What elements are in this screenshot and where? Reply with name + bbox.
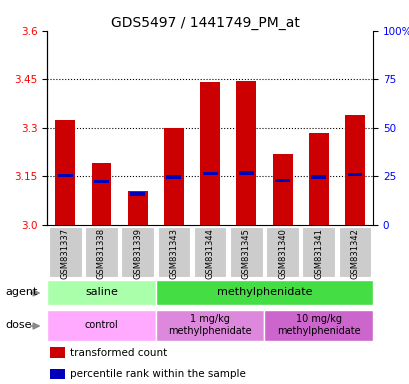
Bar [47, 310, 155, 341]
Bar [130, 192, 145, 196]
Text: GSM831344: GSM831344 [205, 228, 214, 279]
Bar [308, 132, 328, 225]
Text: GSM831337: GSM831337 [61, 228, 70, 279]
Text: GSM831345: GSM831345 [241, 228, 250, 279]
Bar [302, 227, 334, 277]
Bar [274, 179, 289, 182]
Text: transformed count: transformed count [70, 348, 167, 358]
Bar [85, 227, 117, 277]
Text: 10 mg/kg
methylphenidate: 10 mg/kg methylphenidate [276, 314, 360, 336]
Bar [47, 280, 155, 305]
Bar [310, 175, 326, 179]
Bar [229, 227, 262, 277]
Text: GSM831339: GSM831339 [133, 228, 142, 279]
Bar [50, 348, 65, 358]
Bar [200, 83, 220, 225]
Text: GDS5497 / 1441749_PM_at: GDS5497 / 1441749_PM_at [110, 16, 299, 30]
Text: GSM831340: GSM831340 [277, 228, 286, 279]
Bar [91, 163, 111, 225]
Bar [128, 191, 147, 225]
Bar [238, 172, 253, 175]
Text: GSM831342: GSM831342 [350, 228, 359, 279]
Bar [164, 128, 183, 225]
Text: GSM831338: GSM831338 [97, 228, 106, 279]
Text: percentile rank within the sample: percentile rank within the sample [70, 369, 245, 379]
Bar [94, 180, 109, 184]
Bar [166, 175, 181, 179]
Bar [49, 227, 81, 277]
Bar [338, 227, 371, 277]
Bar [193, 227, 226, 277]
Text: control: control [84, 320, 118, 330]
Bar [272, 154, 292, 225]
Text: saline: saline [85, 287, 118, 297]
Bar [157, 227, 190, 277]
Bar [344, 115, 364, 225]
Bar [55, 119, 75, 225]
Bar [264, 310, 372, 341]
Text: GSM831341: GSM831341 [314, 228, 322, 279]
Bar [58, 174, 72, 177]
Text: methylphenidate: methylphenidate [216, 287, 311, 297]
Bar [155, 280, 372, 305]
Bar [202, 172, 217, 175]
Bar [121, 227, 154, 277]
Text: GSM831343: GSM831343 [169, 228, 178, 279]
Text: 1 mg/kg
methylphenidate: 1 mg/kg methylphenidate [168, 314, 251, 336]
Bar [50, 369, 65, 379]
Bar [347, 173, 362, 176]
Bar [265, 227, 298, 277]
Text: agent: agent [5, 287, 37, 297]
Bar [236, 81, 256, 225]
Bar [155, 310, 264, 341]
Text: dose: dose [5, 320, 31, 330]
